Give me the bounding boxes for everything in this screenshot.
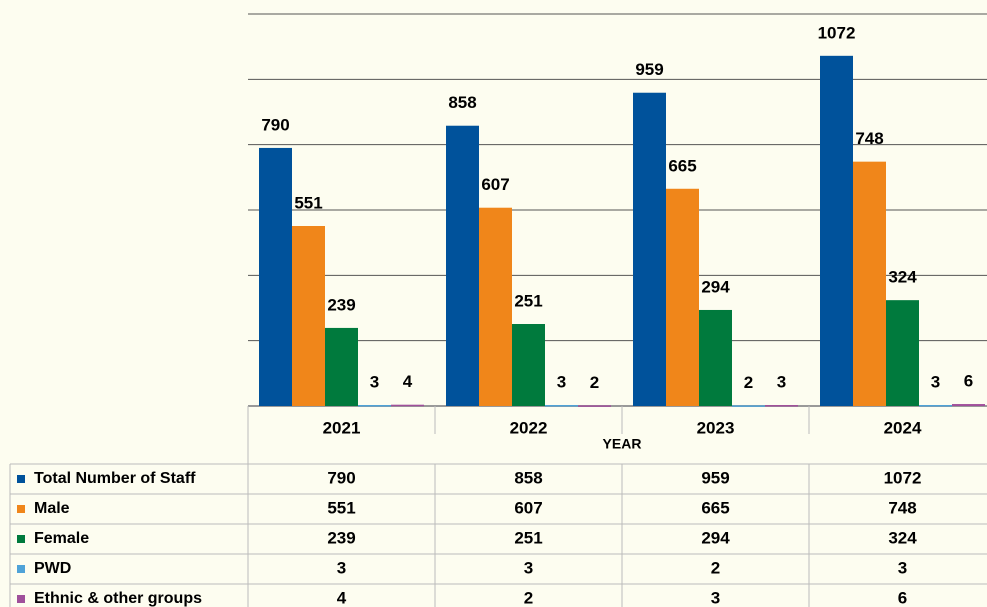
value-label: 551 [294, 193, 322, 212]
x-tick-label: 2022 [510, 418, 548, 437]
bar [292, 226, 325, 406]
table-cell: 3 [524, 558, 533, 577]
value-label: 6 [964, 372, 973, 391]
table-cell: 607 [514, 498, 542, 517]
table-cell: 294 [701, 528, 730, 547]
legend-swatch [17, 595, 25, 603]
table-cell: 6 [898, 588, 907, 607]
table-cell: 748 [888, 498, 916, 517]
bar [512, 324, 545, 406]
value-label: 251 [514, 291, 542, 310]
legend-label: Male [34, 500, 70, 517]
bar [765, 405, 798, 407]
table-cell: 1072 [884, 468, 922, 487]
bar [391, 404, 424, 407]
table-cell: 3 [898, 558, 907, 577]
legend-label: Ethnic & other groups [34, 590, 202, 607]
legend-swatch [17, 535, 25, 543]
value-label: 2 [590, 373, 599, 392]
legend-label: Total Number of Staff [34, 470, 196, 487]
table-cell: 858 [514, 468, 542, 487]
bar [259, 147, 292, 406]
value-label: 858 [448, 93, 476, 112]
bar [479, 207, 512, 406]
table-cell: 3 [337, 558, 346, 577]
table-cell: 2 [524, 588, 533, 607]
value-label: 2 [744, 373, 753, 392]
bar [325, 327, 358, 406]
bar [358, 405, 391, 407]
legend-label: Female [34, 530, 89, 547]
value-label: 4 [403, 372, 413, 391]
bar [853, 161, 886, 406]
bar [578, 405, 611, 407]
table-cell: 4 [337, 588, 347, 607]
value-label: 239 [327, 295, 355, 314]
table-cell: 790 [327, 468, 355, 487]
value-label: 3 [777, 373, 786, 392]
bar [666, 188, 699, 406]
legend-swatch [17, 505, 25, 513]
value-label: 607 [481, 175, 509, 194]
table-cell: 665 [701, 498, 729, 517]
value-label: 294 [701, 277, 730, 296]
table-cell: 959 [701, 468, 729, 487]
bar [732, 405, 765, 407]
bar [633, 92, 666, 406]
value-label: 959 [635, 60, 663, 79]
value-label: 324 [888, 268, 917, 287]
value-label: 1072 [818, 23, 856, 42]
table-cell: 324 [888, 528, 917, 547]
value-label: 748 [855, 129, 883, 148]
legend-swatch [17, 475, 25, 483]
legend-swatch [17, 565, 25, 573]
bar [886, 300, 919, 406]
table-cell: 239 [327, 528, 355, 547]
bar [545, 405, 578, 407]
table-cell: 251 [514, 528, 542, 547]
value-label: 3 [931, 373, 940, 392]
x-tick-label: 2023 [697, 418, 735, 437]
table-cell: 3 [711, 588, 720, 607]
bar [952, 404, 985, 406]
bar [446, 125, 479, 406]
x-tick-label: 2021 [323, 418, 361, 437]
legend-label: PWD [34, 560, 71, 577]
value-label: 3 [370, 373, 379, 392]
bar [820, 55, 853, 407]
x-axis-label: YEAR [603, 436, 642, 452]
x-tick-label: 2024 [884, 418, 922, 437]
table-cell: 2 [711, 558, 720, 577]
table-cell: 551 [327, 498, 355, 517]
value-label: 3 [557, 373, 566, 392]
value-label: 790 [261, 115, 289, 134]
bar [919, 405, 952, 407]
value-label: 665 [668, 156, 696, 175]
bar [699, 309, 732, 406]
